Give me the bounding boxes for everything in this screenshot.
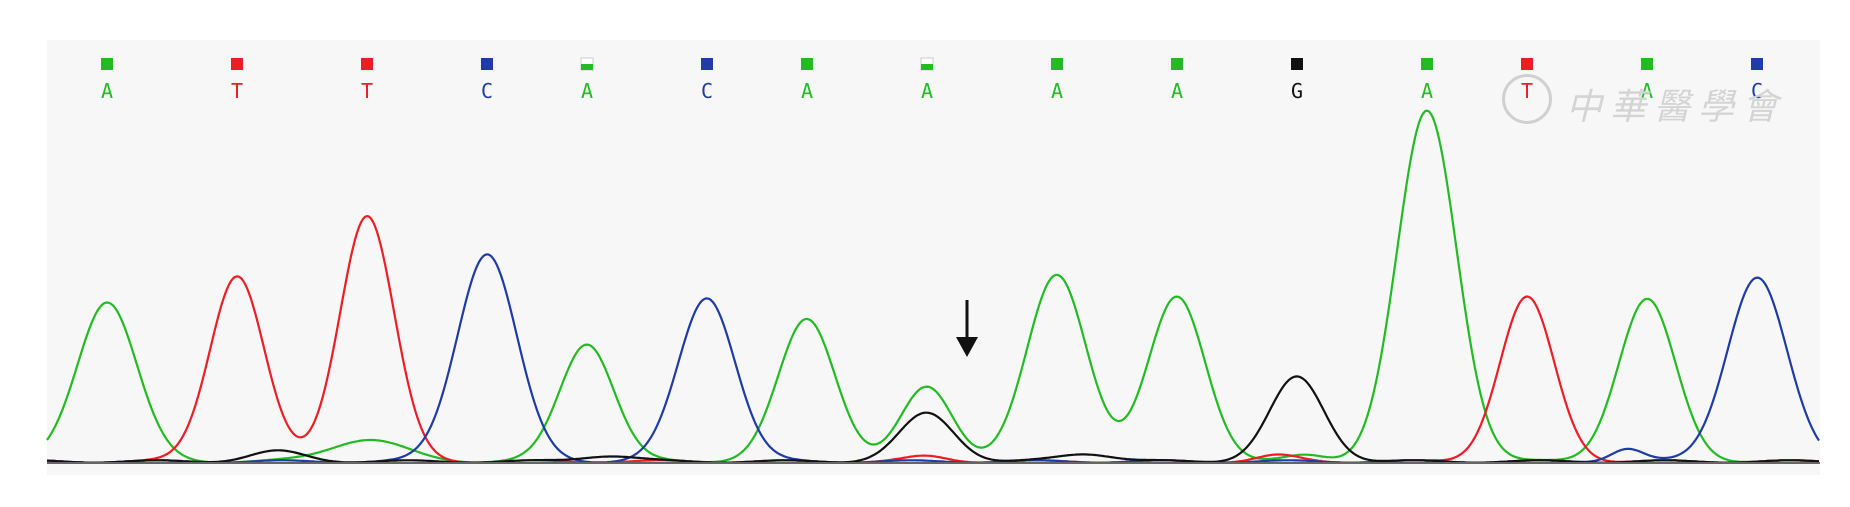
annotation-layer — [956, 300, 978, 357]
quality-bar — [1171, 58, 1183, 70]
quality-bar — [1421, 58, 1433, 70]
base-call-label: A — [921, 79, 933, 103]
quality-bar — [1291, 58, 1303, 70]
quality-bar — [1521, 58, 1533, 70]
base-call-label: G — [1291, 79, 1303, 103]
base-call-label: A — [1421, 79, 1433, 103]
quality-bar — [1051, 58, 1063, 70]
base-call-label: C — [481, 79, 493, 103]
base-call-label: A — [101, 79, 113, 103]
base-call-label: T — [361, 79, 373, 103]
base-call-label: A — [801, 79, 813, 103]
quality-bar-fill — [581, 64, 593, 70]
watermark-seal — [1502, 74, 1552, 124]
quality-bar — [481, 58, 493, 70]
base-call-label: C — [1751, 79, 1763, 103]
watermark: 中華醫學會 — [1502, 74, 1850, 130]
quality-bar — [101, 58, 113, 70]
quality-bar — [1641, 58, 1653, 70]
base-call-label: A — [1051, 79, 1063, 103]
quality-bar — [231, 58, 243, 70]
base-call-label: A — [1171, 79, 1183, 103]
base-call-label: C — [701, 79, 713, 103]
quality-bars — [101, 57, 1763, 71]
quality-bar — [361, 58, 373, 70]
base-call-label: T — [231, 79, 243, 103]
base-call-label: A — [1641, 79, 1653, 103]
annotation-arrow-head — [956, 337, 978, 357]
trace-A — [46, 109, 1820, 464]
base-call-label: A — [581, 79, 593, 103]
quality-bar — [801, 58, 813, 70]
watermark-text: 中華醫學會 — [1566, 87, 1787, 128]
quality-bar-fill — [921, 64, 933, 70]
quality-bar — [1751, 58, 1763, 70]
quality-bar — [701, 58, 713, 70]
trace-T — [46, 215, 1820, 464]
